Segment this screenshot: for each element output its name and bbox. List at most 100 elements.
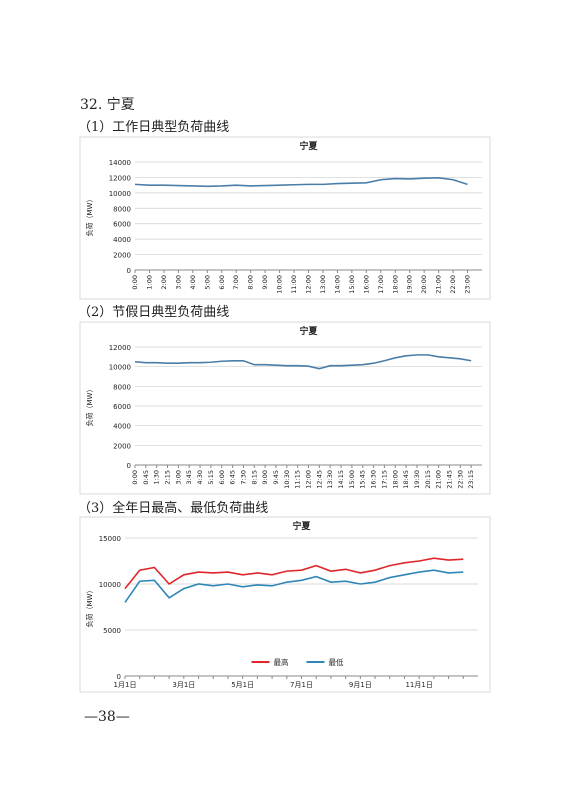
y-axis-label: 负荷（MW） [85, 587, 94, 628]
y-tick-label: 0 [127, 462, 131, 470]
y-tick-label: 10000 [109, 190, 131, 198]
x-tick-label: 15:00 [348, 275, 356, 294]
legend-label: 最低 [329, 657, 344, 667]
x-tick-label: 22:00 [449, 275, 457, 294]
section-title: （3）全年日最高、最低负荷曲线 [78, 501, 269, 516]
x-tick-label: 13:30 [326, 470, 334, 489]
x-tick-label: 5:15 [207, 470, 215, 485]
x-tick-label: 5月1日 [231, 681, 254, 689]
x-tick-label: 1:30 [153, 470, 161, 485]
y-tick-label: 0 [127, 267, 131, 275]
x-tick-label: 23:00 [464, 275, 472, 294]
x-tick-label: 9:45 [272, 470, 280, 485]
data-line [124, 569, 464, 603]
y-tick-label: 6000 [113, 403, 131, 411]
x-tick-label: 3:00 [174, 275, 182, 290]
y-tick-label: 12000 [109, 174, 131, 182]
x-tick-label: 15:45 [359, 470, 367, 489]
y-tick-label: 2000 [113, 442, 131, 450]
chart-title: 宁夏 [299, 140, 318, 152]
x-tick-label: 3月1日 [172, 681, 195, 689]
x-tick-label: 13:00 [319, 275, 327, 294]
x-tick-label: 22:30 [456, 470, 464, 489]
x-tick-label: 21:00 [435, 470, 443, 489]
x-tick-label: 18:00 [391, 275, 399, 294]
x-tick-label: 17:15 [380, 470, 388, 489]
y-tick-label: 5000 [103, 627, 121, 635]
x-tick-label: 10:00 [276, 275, 284, 294]
y-tick-label: 4000 [113, 236, 131, 244]
page-number: —38— [84, 709, 130, 725]
chart-frame [79, 136, 491, 300]
x-tick-label: 18:45 [402, 470, 410, 489]
chart-title: 宁夏 [292, 520, 311, 532]
x-tick-label: 16:00 [362, 275, 370, 294]
chart-frame [79, 516, 491, 693]
y-tick-label: 15000 [99, 535, 121, 543]
x-tick-label: 12:45 [315, 470, 323, 489]
x-tick-label: 19:00 [406, 275, 414, 294]
x-tick-label: 7月1日 [290, 681, 313, 689]
x-tick-label: 6:00 [218, 470, 226, 485]
y-tick-label: 8000 [113, 383, 131, 391]
y-tick-label: 6000 [113, 221, 131, 229]
x-tick-label: 14:15 [337, 470, 345, 489]
x-tick-label: 19:30 [413, 470, 421, 489]
x-tick-label: 2:00 [160, 275, 168, 290]
x-tick-label: 1月1日 [114, 681, 137, 689]
x-tick-label: 0:00 [131, 275, 139, 290]
x-tick-label: 18:00 [391, 470, 399, 489]
x-tick-label: 3:00 [174, 470, 182, 485]
y-tick-label: 10000 [109, 364, 131, 372]
x-tick-label: 6:45 [229, 470, 237, 485]
x-tick-label: 12:00 [305, 275, 313, 294]
y-axis-label: 负荷（MW） [85, 196, 94, 237]
y-tick-label: 8000 [113, 205, 131, 213]
x-tick-label: 21:45 [445, 470, 453, 489]
x-tick-label: 12:00 [305, 470, 313, 489]
x-tick-label: 4:30 [196, 470, 204, 485]
x-tick-label: 4:00 [189, 275, 197, 290]
x-tick-label: 14:00 [333, 275, 341, 294]
x-tick-label: 1:00 [145, 275, 153, 290]
data-line [134, 177, 468, 188]
x-tick-label: 9月1日 [349, 681, 372, 689]
x-tick-label: 8:00 [247, 275, 255, 290]
x-tick-label: 11:15 [294, 470, 302, 489]
x-tick-label: 10:30 [283, 470, 291, 489]
x-tick-label: 5:00 [203, 275, 211, 290]
y-tick-label: 12000 [109, 344, 131, 352]
heading: 32. 宁夏 [80, 97, 135, 113]
x-tick-label: 20:00 [420, 275, 428, 294]
x-tick-label: 6:00 [218, 275, 226, 290]
x-tick-label: 9:00 [261, 470, 269, 485]
y-tick-label: 2000 [113, 252, 131, 260]
x-tick-label: 17:00 [377, 275, 385, 294]
x-tick-label: 2:15 [164, 470, 172, 485]
y-tick-label: 10000 [99, 581, 121, 589]
section-title: （1）工作日典型负荷曲线 [78, 120, 230, 135]
x-tick-label: 7:00 [232, 275, 240, 290]
x-tick-label: 16:30 [370, 470, 378, 489]
x-tick-label: 23:15 [467, 470, 475, 489]
x-tick-label: 11月1日 [405, 681, 432, 689]
legend-label: 最高 [274, 657, 289, 667]
x-tick-label: 0:00 [131, 470, 139, 485]
chart-frame [79, 321, 491, 495]
chart-title: 宁夏 [299, 325, 318, 337]
x-tick-label: 9:00 [261, 275, 269, 290]
x-tick-label: 8:15 [250, 470, 258, 485]
y-tick-label: 0 [117, 673, 121, 681]
x-tick-label: 15:00 [348, 470, 356, 489]
x-tick-label: 7:30 [239, 470, 247, 485]
x-tick-label: 20:15 [424, 470, 432, 489]
y-axis-label: 负荷（MW） [85, 386, 94, 427]
x-tick-label: 0:45 [142, 470, 150, 485]
data-line [124, 557, 464, 590]
x-tick-label: 11:00 [290, 275, 298, 294]
y-tick-label: 14000 [109, 159, 131, 167]
data-line [134, 354, 472, 370]
y-tick-label: 4000 [113, 423, 131, 431]
